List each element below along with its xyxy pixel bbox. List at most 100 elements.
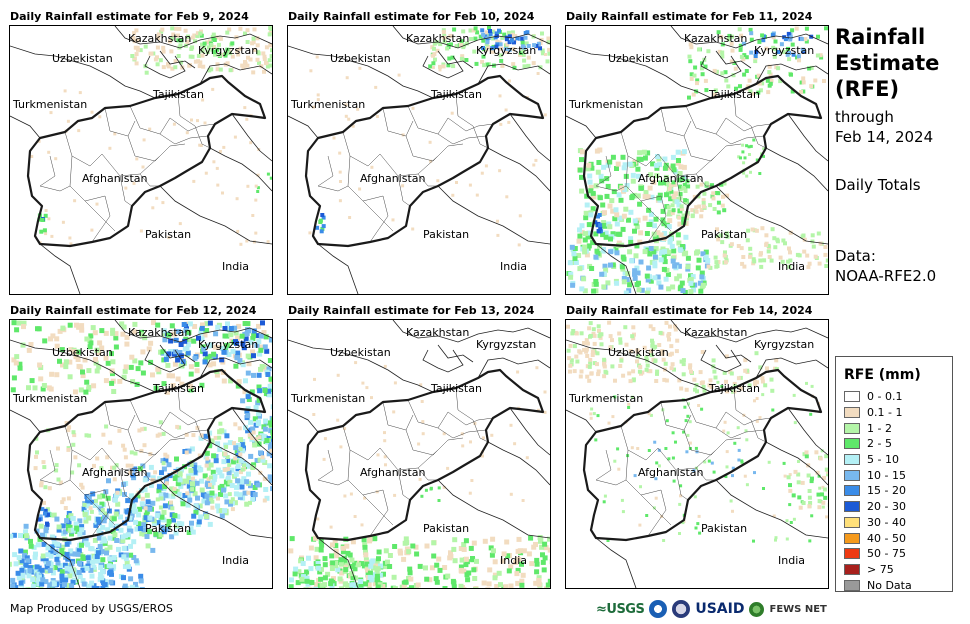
map-panel-feb10: Kazakhstan Kyrgyzstan Uzbekistan Tajikistan… <box>287 25 551 295</box>
country-borders <box>10 320 272 588</box>
province-boundaries <box>39 387 216 537</box>
map-label-uzbekistan: Uzbekistan <box>608 346 669 359</box>
fews-net-logo: FEWS NET <box>769 603 827 615</box>
map-label-kyrgyzstan: Kyrgyzstan <box>476 338 536 351</box>
map-label-afghanistan: Afghanistan <box>360 466 426 479</box>
usgs-logo: ≈USGS <box>596 601 645 617</box>
legend-swatch <box>844 454 860 466</box>
map-label-uzbekistan: Uzbekistan <box>330 346 391 359</box>
through-date: Feb 14, 2024 <box>835 128 934 146</box>
legend-item: 0 - 0.1 <box>844 389 952 405</box>
panel-title-feb13: Daily Rainfall estimate for Feb 13, 2024 <box>288 304 535 317</box>
map-label-afghanistan: Afghanistan <box>638 466 704 479</box>
legend-item: 5 - 10 <box>844 452 952 468</box>
legend-swatch <box>844 563 860 575</box>
side-title-line2: Estimate <box>835 51 940 75</box>
legend-swatch <box>844 485 860 497</box>
legend-label: 5 - 10 <box>867 453 899 467</box>
panel-title-feb10: Daily Rainfall estimate for Feb 10, 2024 <box>288 10 535 23</box>
rainfall-map-svg: Kazakhstan Kyrgyzstan Uzbekistan Tajikistan… <box>566 26 828 294</box>
globe-icon <box>749 601 765 617</box>
side-title: Rainfall Estimate (RFE) <box>835 24 939 102</box>
province-boundaries <box>39 93 216 243</box>
map-label-uzbekistan: Uzbekistan <box>608 52 669 65</box>
legend-item: > 75 <box>844 562 952 578</box>
data-label: Data: <box>835 247 876 265</box>
map-label-turkmenistan: Turkmenistan <box>12 392 87 405</box>
map-panel-feb14: Kazakhstan Kyrgyzstan Uzbekistan Tajikistan… <box>565 319 829 589</box>
legend-item: 1 - 2 <box>844 420 952 436</box>
map-label-turkmenistan: Turkmenistan <box>568 392 643 405</box>
legend-item: 20 - 30 <box>844 499 952 515</box>
map-label-kazakhstan: Kazakhstan <box>684 32 747 45</box>
usaid-logo: USAID <box>695 601 745 617</box>
rainfall-map-svg: Kazakhstan Kyrgyzstan Uzbekistan Tajikistan… <box>10 320 272 588</box>
legend-swatch <box>844 407 860 419</box>
rainfall-map-svg: Kazakhstan Kyrgyzstan Uzbekistan Tajikistan… <box>288 320 550 588</box>
map-label-afghanistan: Afghanistan <box>360 172 426 185</box>
afghanistan-outline <box>304 74 545 248</box>
map-label-kyrgyzstan: Kyrgyzstan <box>198 44 258 57</box>
map-label-tajikistan: Tajikistan <box>152 88 204 101</box>
map-label-pakistan: Pakistan <box>145 522 191 535</box>
map-panel-feb11: Kazakhstan Kyrgyzstan Uzbekistan Tajikistan… <box>565 25 829 295</box>
legend-label: 40 - 50 <box>867 531 906 545</box>
legend-label: 0.1 - 1 <box>867 406 903 420</box>
map-label-uzbekistan: Uzbekistan <box>52 52 113 65</box>
map-label-kazakhstan: Kazakhstan <box>684 326 747 339</box>
data-source: NOAA-RFE2.0 <box>835 267 937 285</box>
map-panel-feb9: Kazakhstan Kyrgyzstan Uzbekistan Tajikistan… <box>9 25 273 295</box>
map-panel-feb13: Kazakhstan Kyrgyzstan Uzbekistan Tajikistan… <box>287 319 551 589</box>
province-boundaries <box>595 387 772 537</box>
rainfall-map-svg: Kazakhstan Kyrgyzstan Uzbekistan Tajikistan… <box>288 26 550 294</box>
map-label-india: India <box>500 554 527 567</box>
map-label-pakistan: Pakistan <box>423 522 469 535</box>
rainfall-layer <box>566 320 828 543</box>
legend-swatch <box>844 391 860 403</box>
map-label-afghanistan: Afghanistan <box>82 172 148 185</box>
legend-item: 40 - 50 <box>844 530 952 546</box>
map-label-kyrgyzstan: Kyrgyzstan <box>754 44 814 57</box>
legend-title: RFE (mm) <box>844 367 921 383</box>
map-label-tajikistan: Tajikistan <box>152 382 204 395</box>
legend-item: 2 - 5 <box>844 436 952 452</box>
map-label-pakistan: Pakistan <box>701 228 747 241</box>
map-label-uzbekistan: Uzbekistan <box>52 346 113 359</box>
panel-title-feb14: Daily Rainfall estimate for Feb 14, 2024 <box>566 304 813 317</box>
legend-swatch <box>844 422 860 434</box>
map-label-kazakhstan: Kazakhstan <box>128 32 191 45</box>
map-label-tajikistan: Tajikistan <box>708 88 760 101</box>
legend-swatch <box>844 501 860 513</box>
daily-totals-label: Daily Totals <box>835 176 921 194</box>
legend-label: 2 - 5 <box>867 437 892 451</box>
map-label-turkmenistan: Turkmenistan <box>568 98 643 111</box>
legend-label: 50 - 75 <box>867 547 906 561</box>
country-borders <box>10 26 272 294</box>
panel-title-feb11: Daily Rainfall estimate for Feb 11, 2024 <box>566 10 813 23</box>
noaa-seal-icon <box>649 600 668 618</box>
legend-swatch <box>844 438 860 450</box>
dept-seal-icon <box>672 600 691 618</box>
afghanistan-outline <box>582 74 823 248</box>
map-label-kyrgyzstan: Kyrgyzstan <box>754 338 814 351</box>
afghanistan-outline <box>582 368 823 542</box>
map-label-kazakhstan: Kazakhstan <box>406 326 469 339</box>
map-label-india: India <box>500 260 527 273</box>
map-label-india: India <box>222 554 249 567</box>
country-borders <box>288 320 550 588</box>
afghanistan-outline <box>26 74 267 248</box>
legend-swatch <box>844 548 860 560</box>
legend-item: 10 - 15 <box>844 467 952 483</box>
map-label-kyrgyzstan: Kyrgyzstan <box>198 338 258 351</box>
map-panel-feb12: Kazakhstan Kyrgyzstan Uzbekistan Tajikistan… <box>9 319 273 589</box>
legend-label: No Data <box>867 578 912 592</box>
country-borders <box>566 26 828 294</box>
side-title-line1: Rainfall <box>835 25 926 49</box>
map-label-afghanistan: Afghanistan <box>638 172 704 185</box>
map-label-kyrgyzstan: Kyrgyzstan <box>476 44 536 57</box>
map-label-kazakhstan: Kazakhstan <box>406 32 469 45</box>
through-label: through <box>835 108 894 126</box>
province-boundaries <box>317 387 494 537</box>
